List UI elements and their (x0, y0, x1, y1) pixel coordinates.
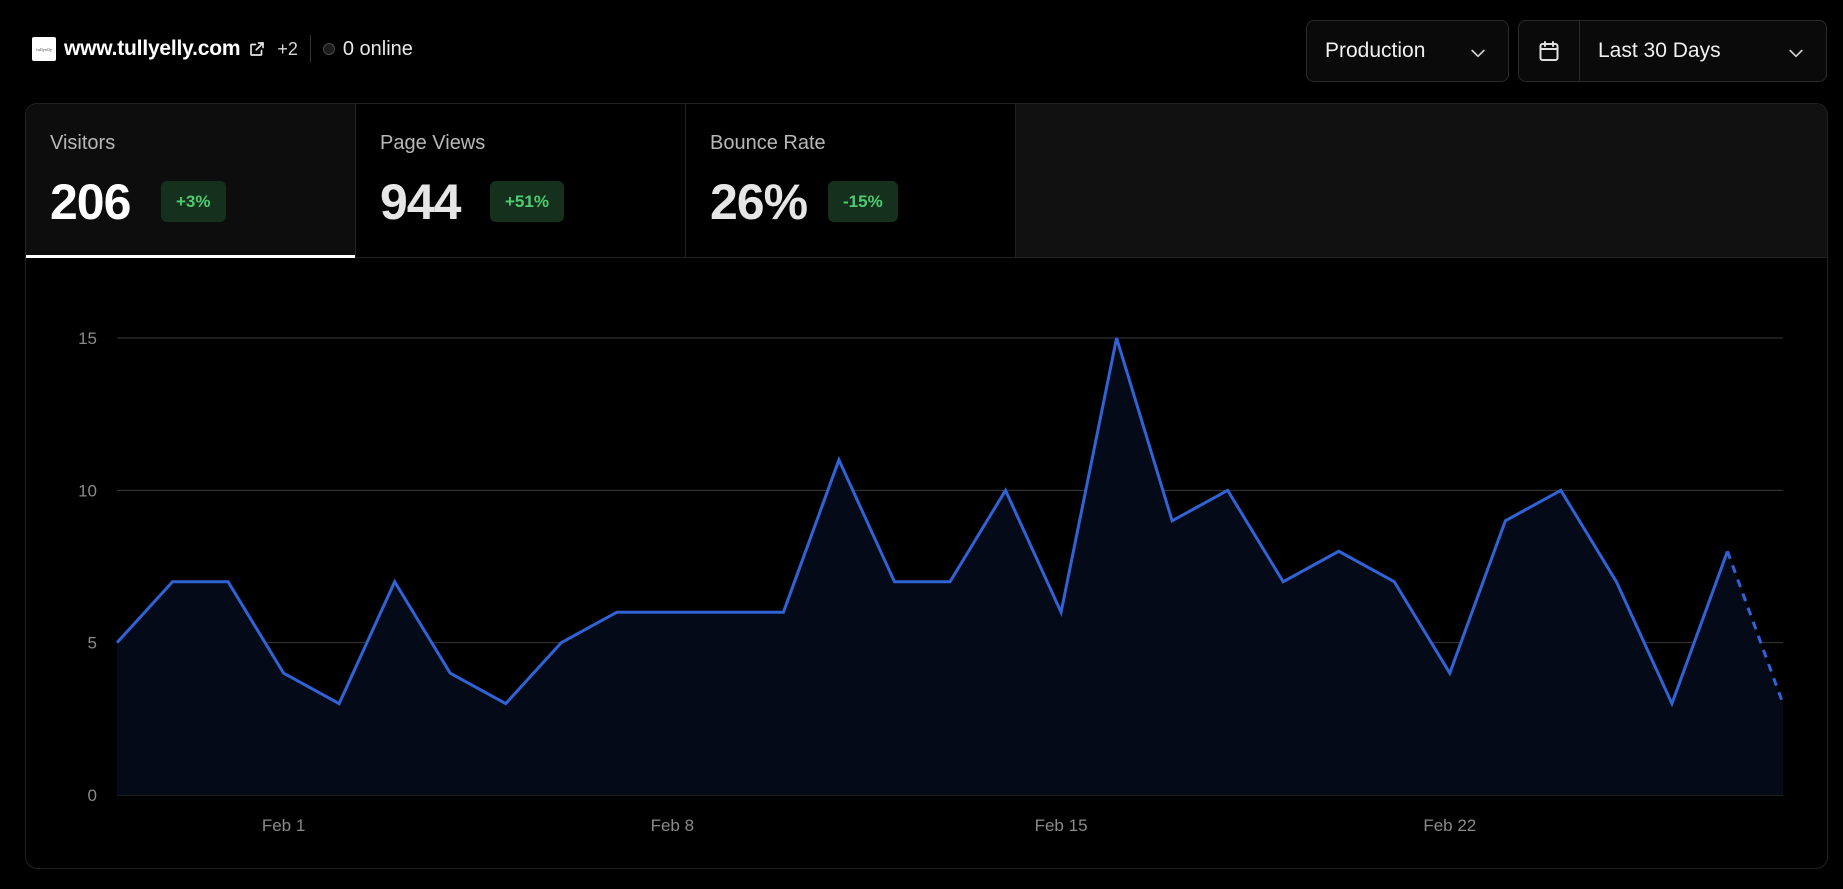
metric-tabs: Visitors 206 +3% Page Views 944 +51% Bou… (26, 104, 1827, 258)
x-tick-label: Feb 1 (262, 816, 305, 835)
date-range-picker[interactable]: Last 30 Days (1518, 20, 1827, 82)
external-link-icon[interactable] (248, 39, 268, 59)
x-tick-label: Feb 22 (1423, 816, 1476, 835)
y-tick-label: 15 (78, 329, 97, 348)
top-bar: tullyelly www.tullyelly.com +2 0 online … (0, 0, 1843, 100)
tab-filler (1016, 104, 1827, 257)
metric-label: Page Views (380, 132, 486, 154)
calendar-icon (1539, 41, 1559, 61)
site-header: tullyelly www.tullyelly.com +2 0 online (32, 34, 413, 64)
chevron-down-icon (1468, 43, 1488, 68)
header-divider (309, 35, 311, 63)
tab-page-views[interactable]: Page Views 944 +51% (356, 104, 686, 257)
tab-visitors[interactable]: Visitors 206 +3% (26, 104, 356, 258)
date-range-label: Last 30 Days (1598, 39, 1721, 62)
metric-value: 26% (710, 174, 808, 230)
extra-domains-count[interactable]: +2 (277, 38, 298, 59)
y-tick-label: 0 (88, 786, 97, 805)
visitors-chart: 0 5 10 15 Feb 1 Feb 8 Feb 15 Feb 22 (26, 259, 1827, 868)
series-line-projected (1726, 550, 1785, 705)
delta-badge: +3% (161, 181, 226, 222)
delta-badge: -15% (828, 181, 898, 222)
calendar-button[interactable] (1519, 21, 1580, 81)
chevron-down-icon (1786, 43, 1806, 68)
y-tick-label: 10 (78, 481, 97, 500)
analytics-card: Visitors 206 +3% Page Views 944 +51% Bou… (25, 103, 1828, 869)
site-favicon: tullyelly (32, 37, 56, 61)
site-domain-link[interactable]: www.tullyelly.com (64, 37, 241, 60)
metric-label: Bounce Rate (710, 132, 826, 154)
x-tick-label: Feb 15 (1035, 816, 1088, 835)
environment-select[interactable]: Production (1306, 20, 1509, 82)
x-tick-label: Feb 8 (651, 816, 694, 835)
delta-badge: +51% (490, 181, 564, 222)
series-line (115, 337, 1729, 708)
environment-label: Production (1325, 39, 1426, 62)
metric-value: 206 (50, 174, 131, 230)
chart-svg: 0 5 10 15 Feb 1 Feb 8 Feb 15 Feb 22 (78, 329, 1785, 835)
online-status-icon (322, 43, 335, 55)
metric-label: Visitors (50, 132, 116, 154)
area-fill (117, 338, 1783, 795)
tab-bounce-rate[interactable]: Bounce Rate 26% -15% (686, 104, 1016, 257)
online-count: 0 online (342, 37, 413, 60)
metric-value: 944 (380, 174, 461, 230)
y-tick-label: 5 (88, 634, 97, 653)
favicon-text: tullyelly (35, 46, 53, 52)
